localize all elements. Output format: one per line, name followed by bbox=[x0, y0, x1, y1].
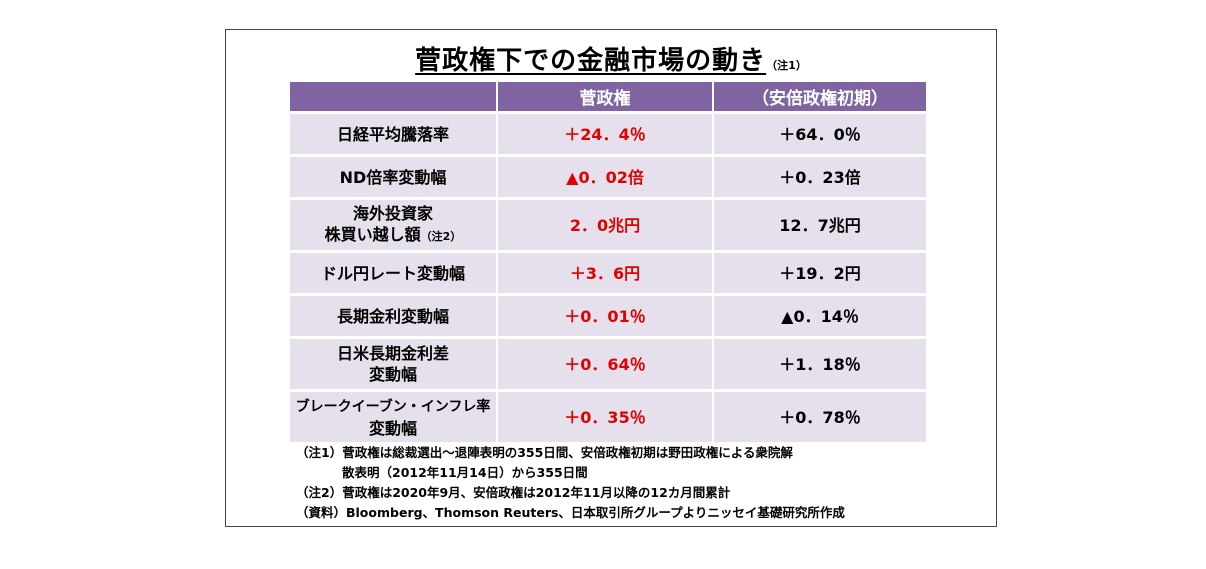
header-suga: 菅政権 bbox=[498, 82, 714, 111]
abe-value: ▲0．14％ bbox=[714, 296, 926, 336]
figure-title: 菅政権下での金融市場の動き（注1） bbox=[226, 40, 996, 77]
header-row: 菅政権 （安倍政権初期） bbox=[290, 82, 926, 111]
comparison-table: 菅政権 （安倍政権初期） 日経平均騰落率 ＋24．4％ ＋64．0％ ND倍率変… bbox=[290, 79, 926, 445]
row-label: 日経平均騰落率 bbox=[290, 114, 498, 154]
suga-value: ▲0．02倍 bbox=[498, 157, 714, 197]
row-breakeven-inflation: ブレークイーブン・インフレ率 変動幅 ＋0．35％ ＋0．78％ bbox=[290, 392, 926, 442]
row-label: ブレークイーブン・インフレ率 変動幅 bbox=[290, 392, 498, 442]
note1: （注1）菅政権は総裁選出～退陣表明の355日間、安倍政権初期は野田政権による衆院… bbox=[296, 445, 793, 460]
suga-value: ＋0．01％ bbox=[498, 296, 714, 336]
suga-value: ＋3．6円 bbox=[498, 253, 714, 293]
header-abe: （安倍政権初期） bbox=[714, 82, 926, 111]
note2: （注2）菅政権は2020年9月、安倍政権は2012年11月以降の12カ月間累計 bbox=[296, 485, 731, 500]
abe-value: ＋19．2円 bbox=[714, 253, 926, 293]
suga-value: 2．0兆円 bbox=[498, 200, 714, 250]
suga-value: ＋24．4％ bbox=[498, 114, 714, 154]
label-note: （注2） bbox=[420, 230, 462, 243]
row-nikkei: 日経平均騰落率 ＋24．4％ ＋64．0％ bbox=[290, 114, 926, 154]
figure-frame: 菅政権下での金融市場の動き（注1） 菅政権 （安倍政権初期） 日経平均騰落率 ＋… bbox=[225, 29, 997, 527]
row-label: 長期金利変動幅 bbox=[290, 296, 498, 336]
title-main: 菅政権下での金融市場の動き bbox=[415, 46, 767, 76]
row-label: ドル円レート変動幅 bbox=[290, 253, 498, 293]
row-label: 日米長期金利差 変動幅 bbox=[290, 339, 498, 389]
row-label: 海外投資家 株買い越し額（注2） bbox=[290, 200, 498, 250]
row-nd-ratio: ND倍率変動幅 ▲0．02倍 ＋0．23倍 bbox=[290, 157, 926, 197]
header-empty bbox=[290, 82, 498, 111]
abe-value: 12．7兆円 bbox=[714, 200, 926, 250]
note1-continued: 散表明（2012年11月14日）から355日間 bbox=[342, 465, 588, 480]
abe-value: ＋1．18％ bbox=[714, 339, 926, 389]
row-usdjpy: ドル円レート変動幅 ＋3．6円 ＋19．2円 bbox=[290, 253, 926, 293]
abe-value: ＋0．78％ bbox=[714, 392, 926, 442]
footnotes: （注1）菅政権は総裁選出～退陣表明の355日間、安倍政権初期は野田政権による衆院… bbox=[296, 443, 845, 523]
row-rate-spread: 日米長期金利差 変動幅 ＋0．64％ ＋1．18％ bbox=[290, 339, 926, 389]
suga-value: ＋0．64％ bbox=[498, 339, 714, 389]
row-label: ND倍率変動幅 bbox=[290, 157, 498, 197]
title-note: （注1） bbox=[766, 59, 807, 72]
row-long-rate: 長期金利変動幅 ＋0．01％ ▲0．14％ bbox=[290, 296, 926, 336]
suga-value: ＋0．35％ bbox=[498, 392, 714, 442]
row-foreign-investors: 海外投資家 株買い越し額（注2） 2．0兆円 12．7兆円 bbox=[290, 200, 926, 250]
abe-value: ＋64．0％ bbox=[714, 114, 926, 154]
source-note: （資料）Bloomberg、Thomson Reuters、日本取引所グループよ… bbox=[296, 505, 845, 520]
abe-value: ＋0．23倍 bbox=[714, 157, 926, 197]
